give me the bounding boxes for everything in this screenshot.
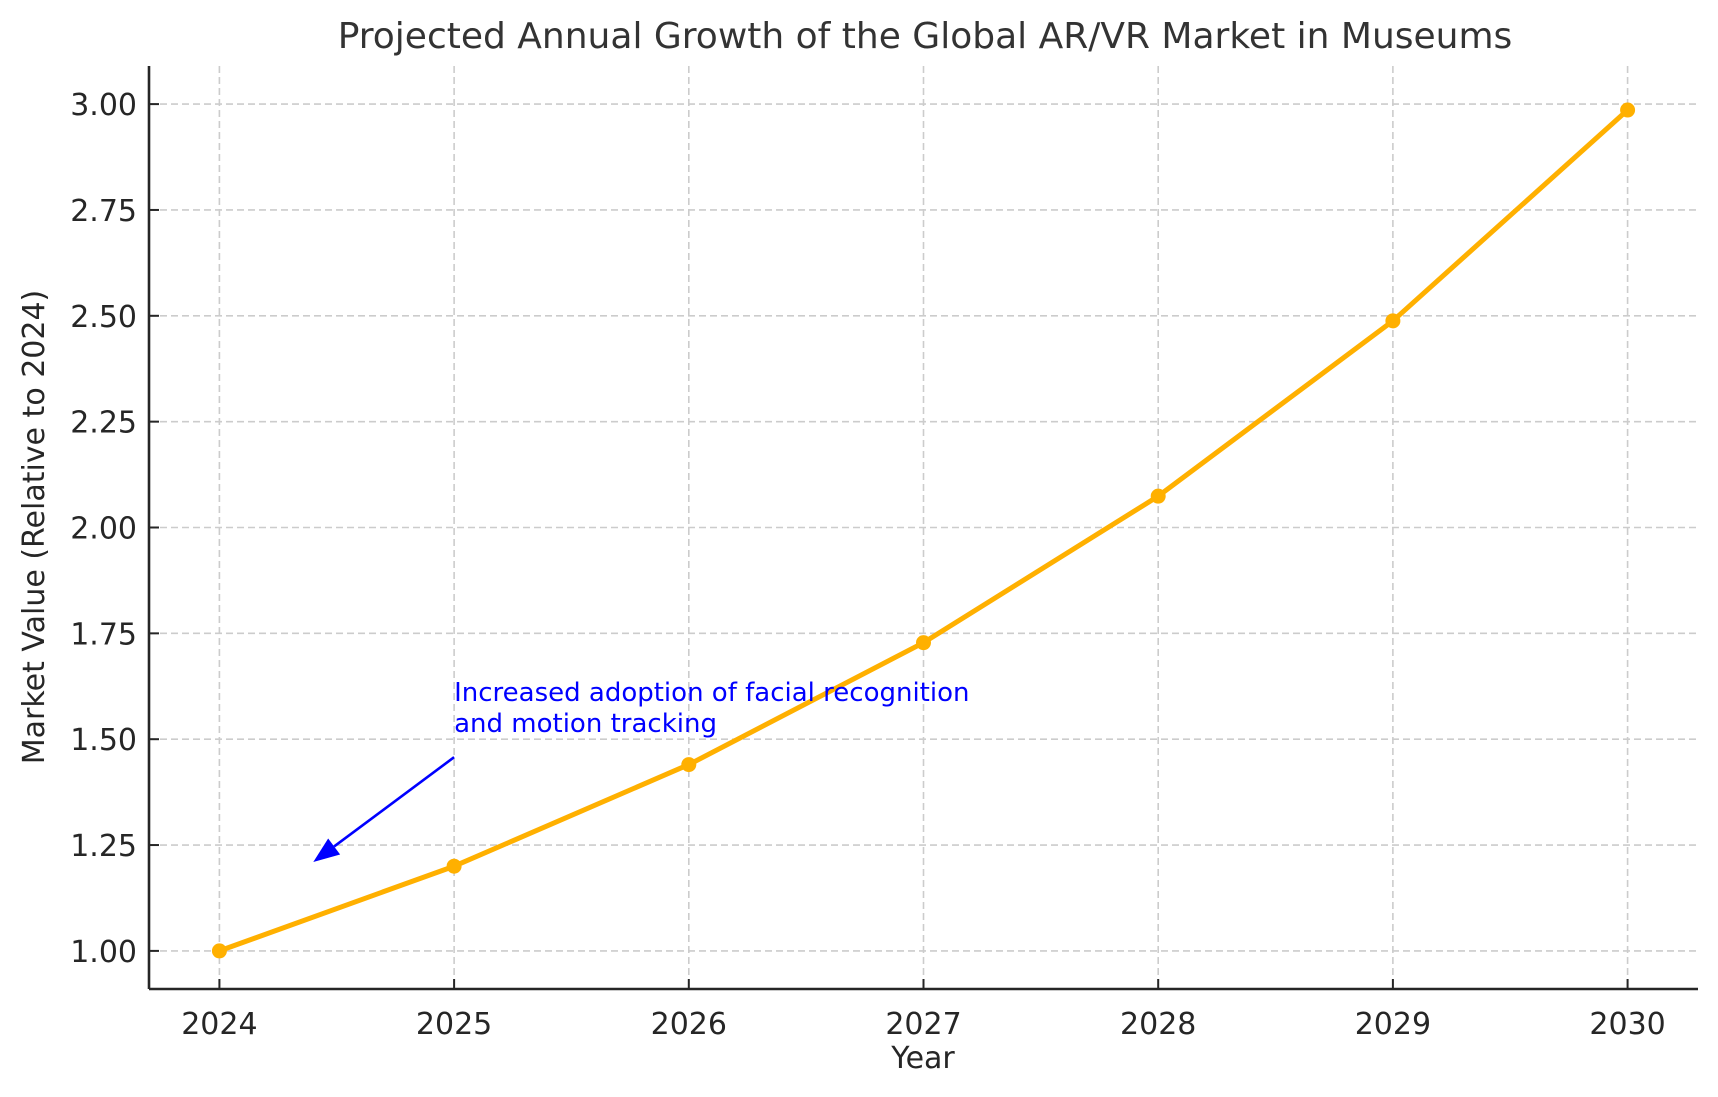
- x-axis-label: Year: [890, 1041, 955, 1076]
- y-tick-label: 3.00: [70, 88, 137, 123]
- x-tick-label: 2028: [1120, 1007, 1196, 1042]
- annotation-text: Increased adoption of facial recognition: [454, 678, 969, 708]
- y-tick-label: 2.50: [70, 300, 137, 335]
- x-tick-label: 2025: [416, 1007, 492, 1042]
- y-tick-label: 1.75: [70, 617, 137, 652]
- y-tick-label: 2.25: [70, 406, 137, 441]
- data-point: [1150, 488, 1166, 504]
- y-axis-label: Market Value (Relative to 2024): [17, 290, 52, 765]
- x-tick-label: 2029: [1355, 1007, 1431, 1042]
- data-point: [681, 757, 697, 773]
- y-tick-label: 1.25: [70, 829, 137, 864]
- y-tick-label: 2.00: [70, 512, 137, 547]
- grid: [149, 66, 1698, 989]
- y-tick-label: 1.00: [70, 935, 137, 970]
- data-point: [1620, 102, 1636, 118]
- ticks: 2024 2025 2026 2027 2028 2029 2030 1.00 1.25 1.50…: [70, 88, 1666, 1042]
- y-tick-label: 2.75: [70, 194, 137, 229]
- annotation-arrow-shaft: [333, 756, 455, 848]
- x-tick-label: 2026: [651, 1007, 727, 1042]
- chart-title: Projected Annual Growth of the Global AR…: [338, 16, 1513, 57]
- series-layer: [211, 102, 1636, 959]
- data-point: [916, 635, 931, 651]
- x-tick-label: 2024: [181, 1007, 257, 1042]
- annotation-arrow-head: [313, 838, 341, 862]
- data-point: [1385, 313, 1401, 329]
- annotation: Increased adoption of facial recognition…: [313, 678, 970, 862]
- x-tick-label: 2030: [1589, 1007, 1665, 1042]
- annotation-text: and motion tracking: [454, 709, 717, 739]
- data-point: [211, 943, 227, 959]
- y-tick-label: 1.50: [70, 723, 137, 758]
- x-tick-label: 2027: [885, 1007, 961, 1042]
- data-point: [446, 858, 462, 874]
